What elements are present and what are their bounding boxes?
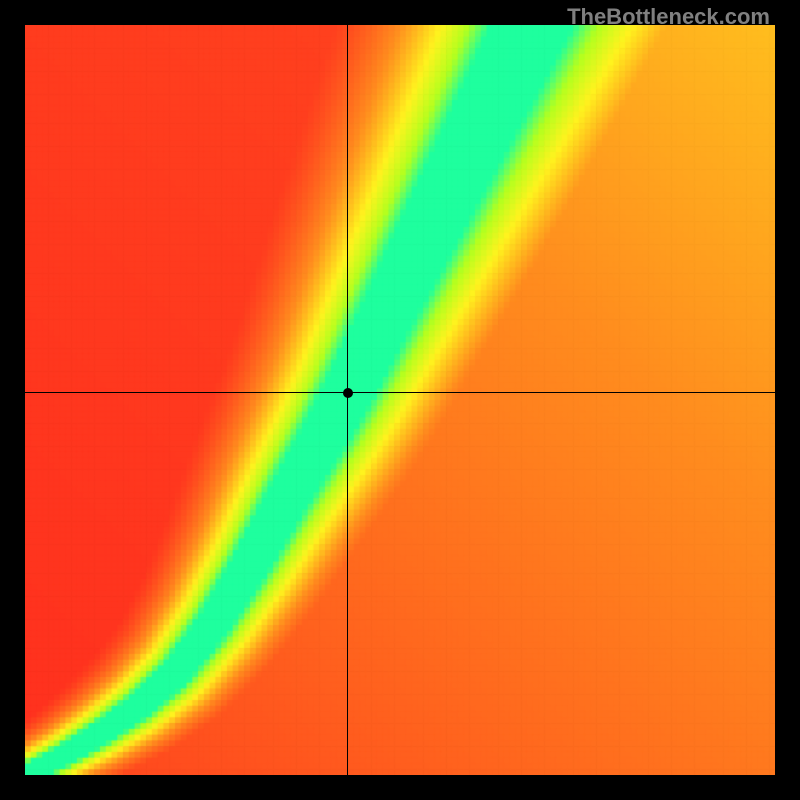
- plot-area: [25, 25, 775, 775]
- crosshair-point: [343, 388, 353, 398]
- crosshair-horizontal: [25, 392, 775, 393]
- heatmap-canvas: [25, 25, 775, 775]
- watermark-text: TheBottleneck.com: [567, 4, 770, 30]
- chart-container: TheBottleneck.com: [0, 0, 800, 800]
- crosshair-vertical: [347, 25, 348, 775]
